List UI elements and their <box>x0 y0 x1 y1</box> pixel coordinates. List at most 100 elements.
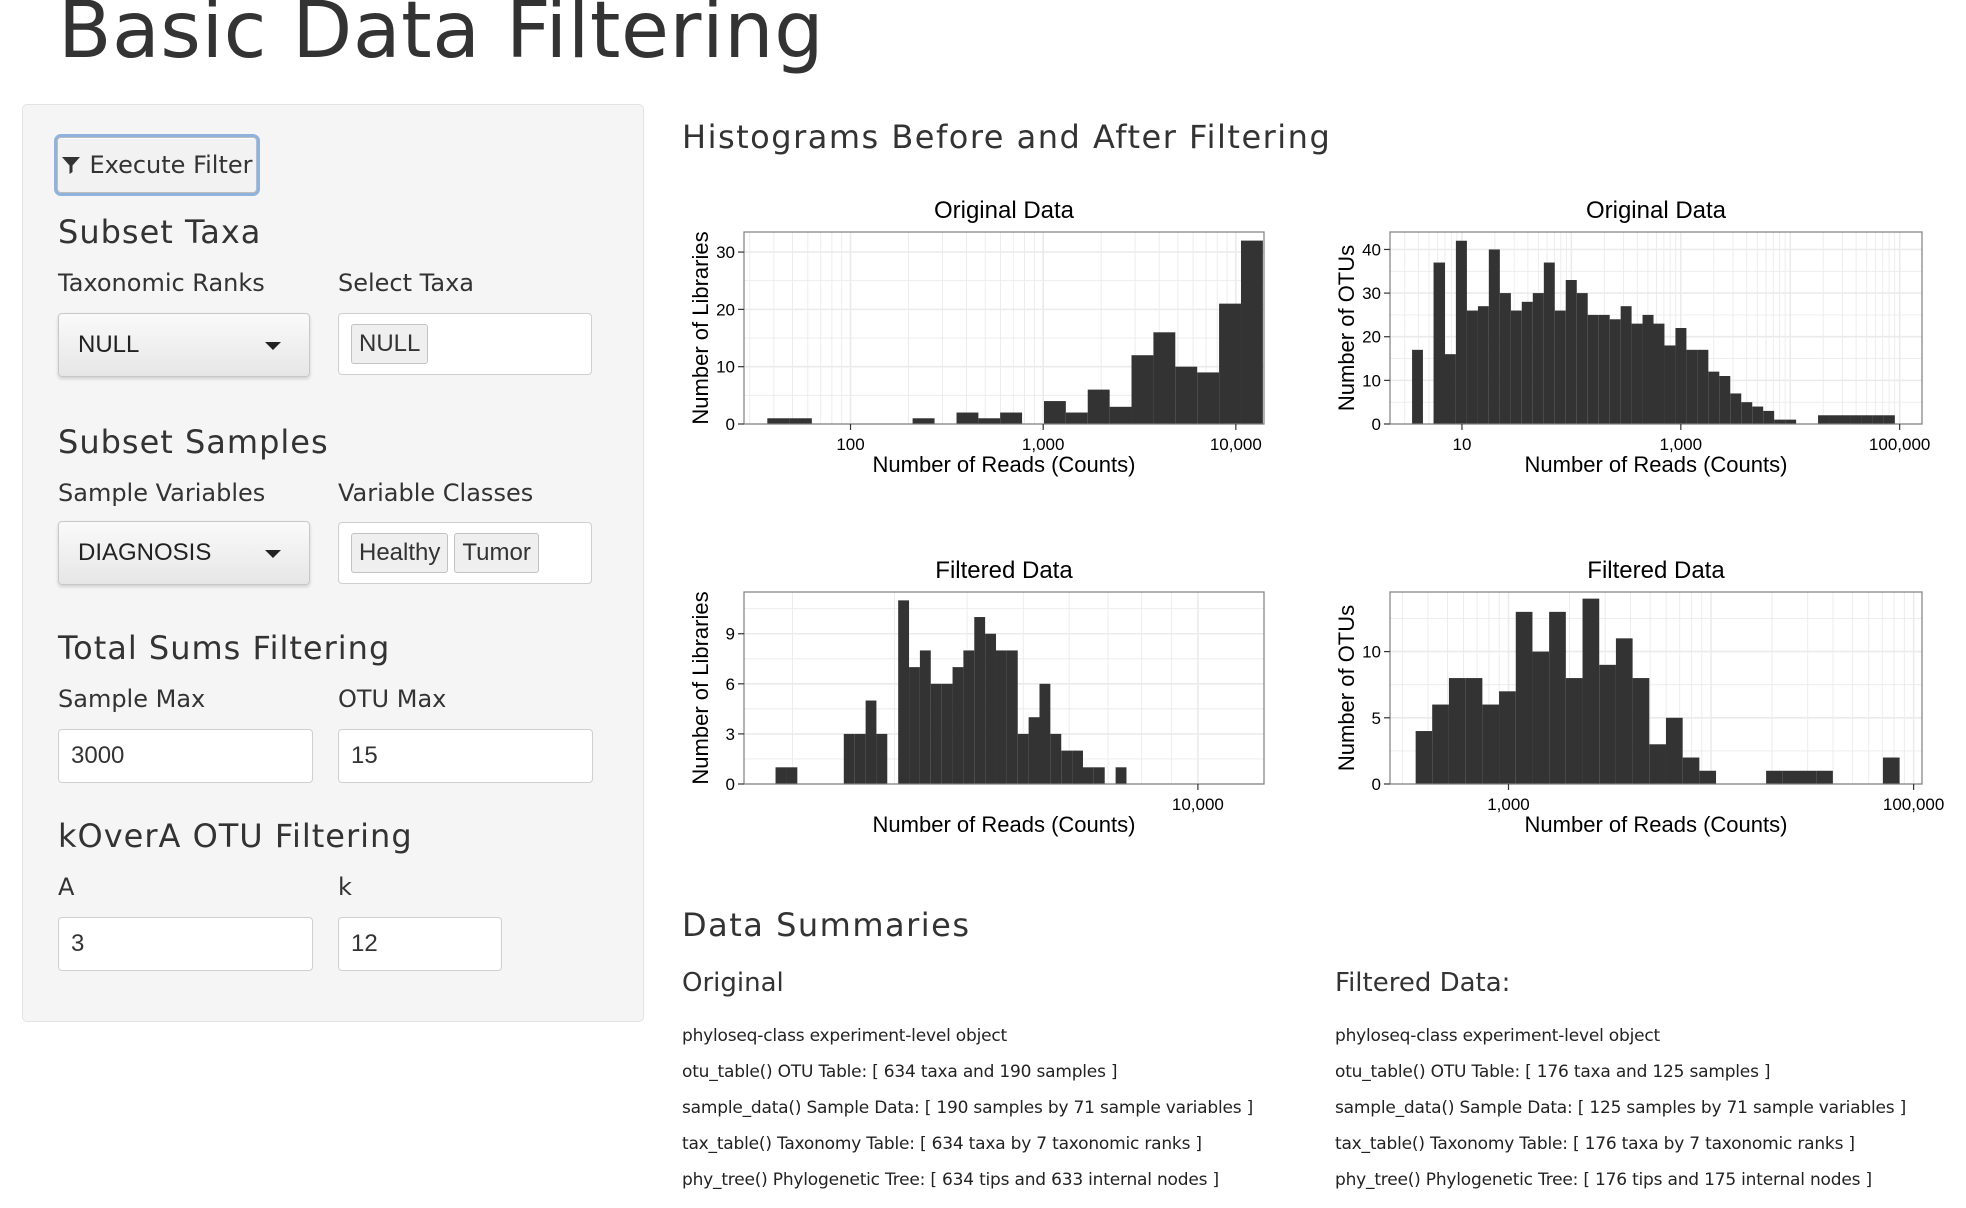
histogram-bar <box>1219 303 1241 424</box>
histogram-bar <box>1115 767 1127 784</box>
sidebar-panel: Execute Filter Subset Taxa Taxonomic Ran… <box>22 104 644 1022</box>
x-tick-label: 10 <box>1452 435 1471 454</box>
kovera-a-input[interactable] <box>58 917 313 971</box>
histogram-bar <box>1510 310 1522 424</box>
histogram-bar <box>919 650 931 784</box>
histogram-bar <box>1109 406 1132 424</box>
histogram-bar <box>1587 314 1599 424</box>
histogram-bar <box>1649 744 1666 784</box>
original-summary-line: phyloseq-class experiment-level object <box>682 1026 1007 1046</box>
histogram-bar <box>1499 691 1516 784</box>
filtered-summary-line: phyloseq-class experiment-level object <box>1335 1026 1660 1046</box>
histogram-bar <box>1050 733 1062 784</box>
histogram-bar <box>1028 717 1040 784</box>
x-axis-label: Number of Reads (Counts) <box>873 452 1136 477</box>
taxonomic-ranks-label: Taxonomic Ranks <box>58 269 265 297</box>
y-tick-label: 9 <box>726 625 735 644</box>
histogram-bar <box>1006 650 1018 784</box>
histogram-bar <box>1515 611 1533 784</box>
y-tick-label: 10 <box>1362 371 1381 390</box>
y-tick-label: 5 <box>1372 709 1381 728</box>
histograms-title: Histograms Before and After Filtering <box>682 118 1332 156</box>
otu-max-label: OTU Max <box>338 685 447 713</box>
histogram-bar <box>1521 301 1533 424</box>
caret-down-icon <box>265 550 281 558</box>
select-taxa-input[interactable]: NULL <box>338 313 592 375</box>
original-summary-line: sample_data() Sample Data: [ 190 samples… <box>682 1098 1254 1118</box>
app-title: Basic Data Filtering <box>58 0 825 76</box>
histogram-original-otus: Original Data 0 10 20 30 40 10 1,000 100,000 Numb… <box>1334 197 1930 477</box>
sample-variables-select[interactable]: DIAGNOSIS <box>58 521 310 585</box>
histogram-bar <box>1766 770 1783 784</box>
y-tick-label: 0 <box>726 775 735 794</box>
histogram-bar <box>1044 401 1066 424</box>
histogram-bar <box>767 418 790 424</box>
histogram-bar <box>1039 683 1051 784</box>
y-tick-label: 10 <box>1362 643 1381 662</box>
histogram-bar <box>1861 415 1873 424</box>
histogram-bar <box>1719 376 1731 424</box>
sample-variables-label: Sample Variables <box>58 479 266 507</box>
variable-class-tag[interactable]: Tumor <box>454 533 539 573</box>
y-axis-label: Number of OTUs <box>1334 605 1359 771</box>
histogram-bar <box>1785 419 1797 424</box>
histogram-bar <box>1872 415 1884 424</box>
caret-down-icon <box>265 342 281 350</box>
y-tick-label: 0 <box>726 415 735 434</box>
histogram-bar <box>1061 750 1073 784</box>
y-tick-label: 10 <box>716 358 735 377</box>
execute-filter-label: Execute Filter <box>89 151 253 179</box>
histogram-bar <box>1565 280 1577 424</box>
histogram-bar <box>1816 770 1833 784</box>
select-taxa-tag[interactable]: NULL <box>351 324 429 364</box>
histogram-bar <box>1017 733 1029 784</box>
histogram-bar <box>1782 770 1800 784</box>
original-summary-line: tax_table() Taxonomy Table: [ 634 taxa b… <box>682 1134 1202 1154</box>
histogram-bar <box>1741 402 1753 424</box>
variable-class-tag[interactable]: Healthy <box>351 533 449 573</box>
histogram-bar <box>1532 651 1550 784</box>
histogram-bar <box>1093 767 1105 784</box>
y-tick-label: 30 <box>1362 284 1381 303</box>
variable-classes-input[interactable]: Healthy Tumor <box>338 522 592 584</box>
histogram-bar <box>1175 366 1198 424</box>
histogram-bar <box>1730 393 1742 424</box>
kovera-title: kOverA OTU Filtering <box>58 817 413 855</box>
kovera-a-label: A <box>58 873 75 901</box>
histogram-bar <box>1615 638 1633 784</box>
histogram-bar <box>1653 323 1665 424</box>
histogram-bar <box>1818 415 1830 424</box>
histogram-bar <box>1072 750 1083 784</box>
histogram-bar <box>1000 412 1023 424</box>
histogram-bar <box>1455 240 1467 424</box>
histogram-original-libraries: Original Data 0 10 20 30 100 1,000 10,000 Number… <box>688 197 1265 477</box>
kovera-k-input[interactable] <box>338 917 502 971</box>
x-tick-label: 100 <box>836 435 864 454</box>
plot-frame <box>743 591 1265 785</box>
histogram-bar <box>1576 293 1588 424</box>
histogram-bar <box>1642 314 1654 424</box>
histogram-bar <box>1697 349 1709 424</box>
y-tick-label: 3 <box>726 725 735 744</box>
histogram-bar <box>1466 310 1478 424</box>
y-tick-label: 40 <box>1362 240 1381 259</box>
histogram-bar <box>1543 262 1555 424</box>
histogram-bar <box>1087 389 1110 424</box>
histogram-bar <box>1599 664 1616 784</box>
histogram-bar <box>1664 345 1676 424</box>
histogram-bar <box>1665 717 1683 784</box>
y-tick-label: 0 <box>1372 415 1381 434</box>
histogram-bar <box>1682 757 1700 784</box>
histogram-bar <box>1850 415 1862 424</box>
otu-max-input[interactable] <box>338 729 593 783</box>
taxonomic-ranks-select[interactable]: NULL <box>58 313 310 377</box>
x-tick-label: 1,000 <box>1660 435 1703 454</box>
subset-samples-title: Subset Samples <box>58 423 329 461</box>
chart-title: Filtered Data <box>935 557 1073 584</box>
kovera-k-label: k <box>338 873 352 901</box>
execute-filter-button[interactable]: Execute Filter <box>57 137 257 193</box>
subset-taxa-title: Subset Taxa <box>58 213 262 251</box>
filtered-summary-title: Filtered Data: <box>1335 968 1511 998</box>
histogram-bar <box>1799 770 1817 784</box>
sample-max-input[interactable] <box>58 729 313 783</box>
